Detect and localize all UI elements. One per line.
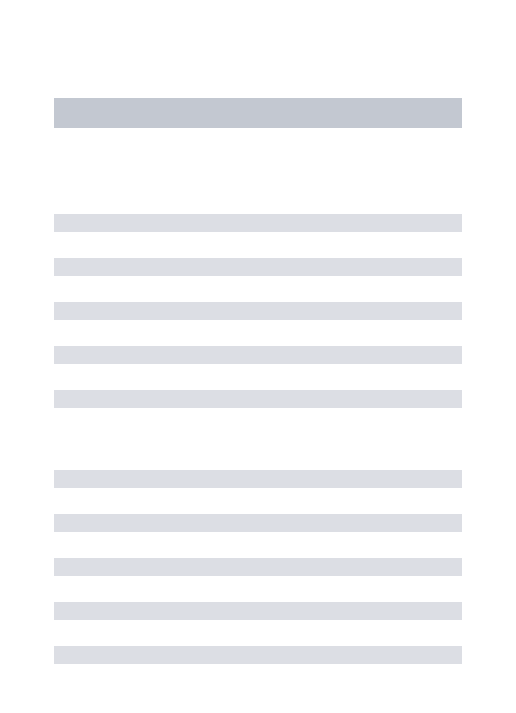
text-line-placeholder: [54, 558, 462, 576]
text-block-2: [54, 470, 462, 664]
text-line-placeholder: [54, 602, 462, 620]
text-line-placeholder: [54, 346, 462, 364]
text-line-placeholder: [54, 470, 462, 488]
text-line-placeholder: [54, 514, 462, 532]
block-gap: [54, 408, 462, 470]
skeleton-container: [0, 0, 516, 664]
text-line-placeholder: [54, 258, 462, 276]
text-block-1: [54, 214, 462, 408]
title-placeholder: [54, 98, 462, 128]
text-line-placeholder: [54, 390, 462, 408]
text-line-placeholder: [54, 646, 462, 664]
text-line-placeholder: [54, 214, 462, 232]
text-line-placeholder: [54, 302, 462, 320]
